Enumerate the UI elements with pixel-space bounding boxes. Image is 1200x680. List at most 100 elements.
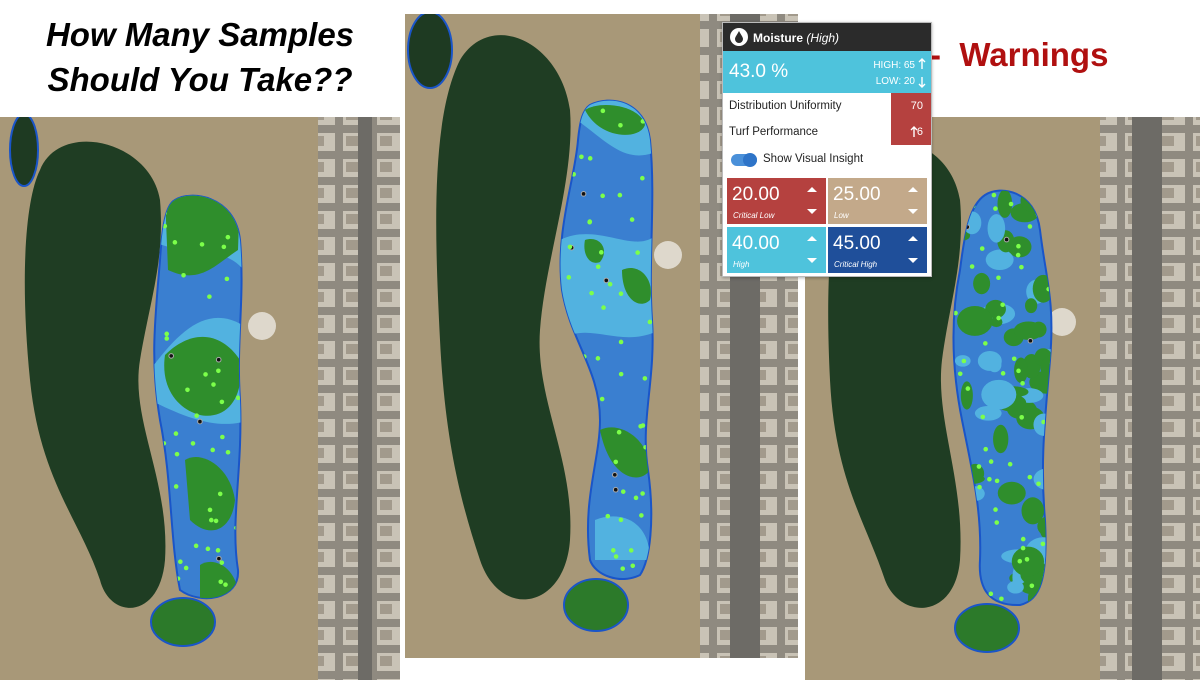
panel-header: Moisture (High): [723, 23, 931, 51]
sample-point: [635, 250, 640, 255]
title-line: Should You Take??: [47, 61, 353, 98]
sample-point: [618, 291, 624, 297]
patch: [985, 249, 1014, 270]
patch: [997, 481, 1026, 505]
sample-point: [994, 520, 1000, 525]
stepper[interactable]: [806, 186, 818, 216]
sample-point: [996, 275, 1001, 281]
step-up: [807, 187, 817, 192]
metric-title: Moisture (High): [753, 31, 839, 45]
sample-point: [225, 449, 231, 455]
sample-point: [1008, 201, 1014, 207]
patch: [981, 379, 1017, 410]
stepper[interactable]: [907, 186, 919, 216]
slide-title: How Many Samples Should You Take??: [0, 12, 400, 102]
sample-point: [1020, 545, 1026, 551]
sample-point: [1011, 356, 1017, 362]
sample-point: [628, 548, 634, 553]
sample-point: [185, 387, 190, 393]
threshold-label: Low: [834, 211, 849, 220]
sample-point: [203, 372, 208, 377]
sample-point: [173, 431, 179, 436]
sample-point: [580, 191, 587, 197]
sample-point: [1027, 474, 1033, 480]
sample-point: [630, 563, 636, 569]
sample-point: [178, 559, 183, 565]
sample-point: [235, 395, 241, 401]
sample-point: [223, 582, 228, 587]
step-down: [807, 258, 817, 263]
high-limit: HIGH: 65: [873, 60, 915, 71]
patch: [960, 381, 973, 410]
stepper[interactable]: [907, 235, 919, 265]
sample-point: [620, 489, 626, 494]
patch: [957, 305, 993, 336]
sample-point: [219, 399, 225, 405]
patch: [1040, 354, 1052, 381]
sample-point: [194, 413, 199, 418]
patch: [1024, 298, 1038, 314]
reading-bar: 43.0 % HIGH: 65 LOW: 20: [723, 51, 931, 93]
sample-point: [218, 579, 224, 585]
patch: [1029, 370, 1052, 394]
sample-point: [215, 548, 221, 553]
sample-point: [221, 244, 227, 250]
sample-point: [181, 272, 186, 278]
sample-point: [213, 518, 219, 524]
sample-point: [208, 517, 214, 523]
moisture-panel: Moisture (High) 43.0 % HIGH: 65 LOW: 20 …: [722, 22, 932, 277]
sample-point: [1015, 252, 1021, 258]
sample-point: [1003, 236, 1010, 243]
toggle[interactable]: [731, 153, 757, 167]
sample-point: [225, 234, 231, 240]
threshold-value: 25.00: [833, 184, 881, 205]
sample-point: [957, 371, 963, 377]
sample-point: [216, 368, 221, 374]
sample-point: [613, 459, 619, 465]
sample-point: [1036, 481, 1041, 487]
sample-point: [579, 154, 584, 160]
sample-point: [640, 491, 645, 496]
sample-point: [587, 156, 593, 161]
patch: [997, 190, 1013, 218]
sample-point: [639, 513, 644, 518]
sample-point: [988, 591, 994, 597]
patch: [993, 424, 1009, 454]
sample-point: [605, 513, 611, 519]
sample-point: [199, 242, 205, 247]
sample-point: [965, 386, 971, 391]
patch: [1013, 321, 1044, 340]
sample-point: [1017, 558, 1023, 564]
sample-point: [988, 459, 994, 464]
threshold-value: 40.00: [732, 233, 780, 254]
sample-point: [595, 356, 601, 361]
threshold-label: High: [733, 260, 750, 269]
sample-point: [600, 193, 605, 199]
sample-point: [164, 336, 170, 341]
reading: 43.0 %: [729, 61, 789, 82]
sample-point: [1024, 557, 1030, 562]
sample-point: [983, 446, 989, 452]
stat-label: Distribution Uniformity: [729, 100, 842, 112]
patch: [1011, 546, 1045, 577]
sample-point: [567, 244, 573, 250]
stepper[interactable]: [806, 235, 818, 265]
map-right: [805, 117, 1200, 680]
sample-point: [211, 382, 216, 387]
sample-point: [607, 281, 613, 287]
sample-point: [991, 192, 997, 198]
sample-point: [216, 555, 222, 562]
sample-point: [612, 486, 619, 493]
sample-point: [599, 396, 605, 402]
sample-point: [193, 543, 199, 549]
sample-point: [993, 206, 998, 211]
patch: [1014, 357, 1028, 383]
sample-point: [164, 331, 170, 337]
sample-point: [618, 122, 623, 128]
sample-point: [603, 277, 610, 284]
sample-point: [219, 560, 225, 565]
sample-point: [1000, 371, 1006, 376]
sample-point: [983, 341, 988, 346]
step-down: [908, 258, 918, 263]
